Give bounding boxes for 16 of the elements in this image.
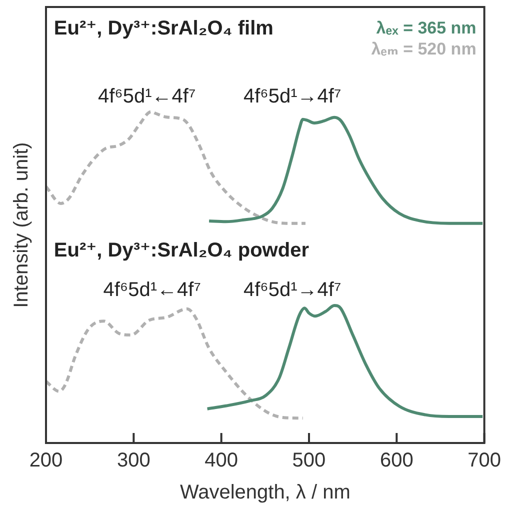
text: Eu²⁺, Dy³⁺:SrAl₂O₄ film bbox=[54, 17, 274, 40]
text: λₑₓ = 365 nm bbox=[376, 18, 476, 38]
x-tick-label: 500 bbox=[292, 450, 326, 472]
text: 4f⁶5d¹←4f⁷ bbox=[98, 85, 196, 108]
x-tick-label: 300 bbox=[116, 450, 150, 472]
y-axis-title: Intensity (arb. unit) bbox=[10, 142, 33, 308]
x-tick-label: 600 bbox=[380, 450, 414, 472]
text: λₑₘ = 520 nm bbox=[371, 40, 476, 59]
x-axis-title: Wavelength, λ / nm bbox=[180, 482, 350, 504]
x-tick-label: 400 bbox=[204, 450, 238, 472]
x-tick-label: 700 bbox=[468, 450, 502, 472]
x-tick-label: 200 bbox=[29, 450, 63, 472]
annotation: 4f⁶5d¹→4f⁷ bbox=[243, 278, 342, 301]
annotation: 4f⁶5d¹←4f⁷ bbox=[103, 278, 201, 301]
annotation: Eu²⁺, Dy³⁺:SrAl₂O₄ powder bbox=[54, 240, 310, 262]
text: 4f⁶5d¹→4f⁷ bbox=[243, 85, 342, 108]
